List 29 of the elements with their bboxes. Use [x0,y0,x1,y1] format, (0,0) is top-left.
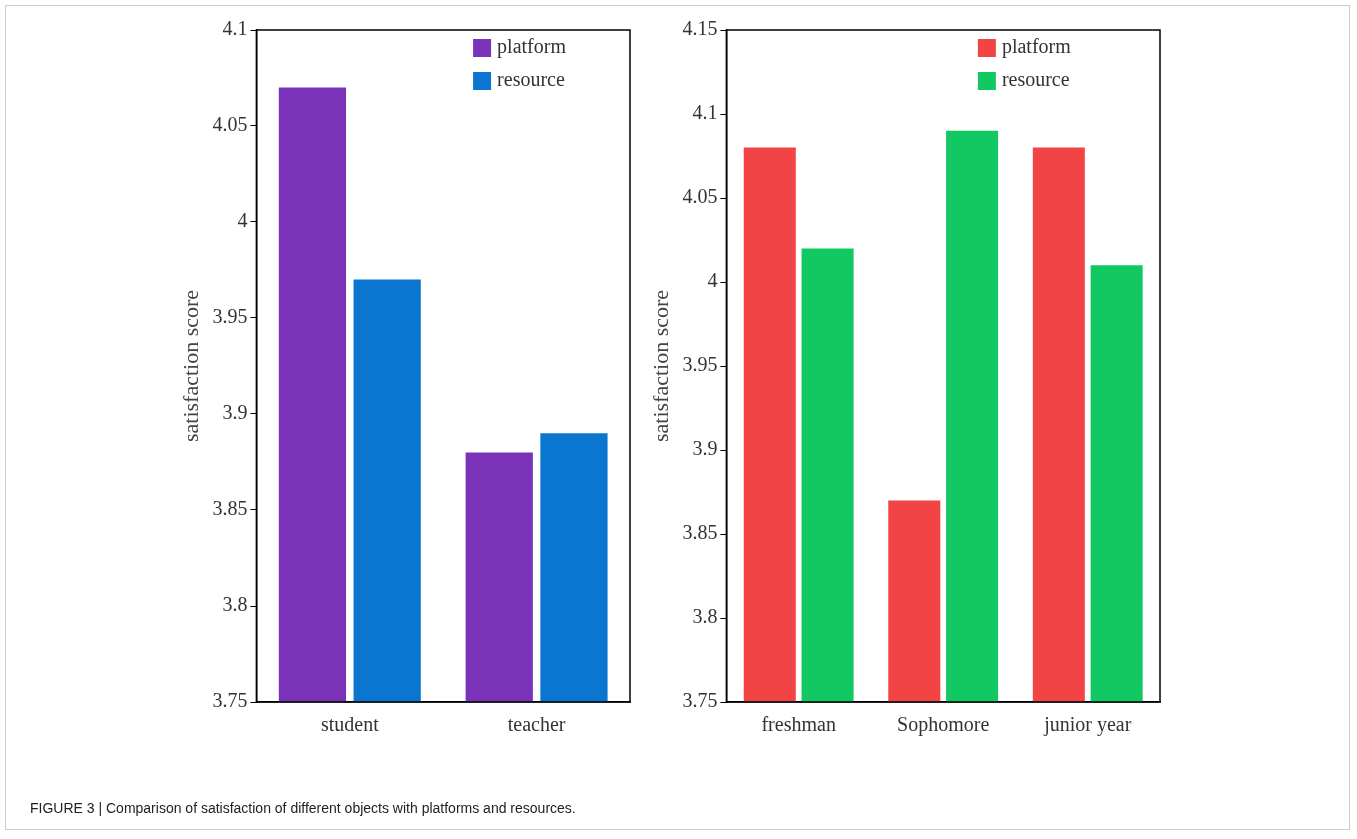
y-axis-title: satisfaction score [647,289,673,443]
y-tick-label: 4.1 [692,101,718,124]
x-tick-label: freshman [761,713,836,736]
y-tick-label: 3.8 [222,593,248,616]
y-tick-label: 3.85 [682,521,718,544]
y-tick-label: 3.95 [682,353,718,376]
y-tick-label: 3.75 [682,689,718,712]
legend-label: platform [497,35,567,59]
y-tick-label: 3.95 [212,305,248,328]
y-tick-label: 4 [707,269,718,292]
legend-label: resource [497,68,565,91]
y-tick-label: 4.05 [212,113,248,136]
x-tick-label: junior year [1043,713,1132,737]
y-tick-label: 3.9 [692,437,718,460]
x-tick-label: student [320,713,380,736]
legend-label: resource [1001,68,1070,91]
y-tick-label: 3.8 [692,605,718,628]
y-tick-label: 4 [237,209,248,232]
y-tick-label: 4.05 [682,185,718,208]
y-tick-label: 3.9 [222,401,248,424]
caption: FIGURE 3 | Comparison of satisfaction of different objects with platforms and resources. [30,800,576,816]
legend-label: platform [1001,35,1072,59]
x-tick-label: Sophomore [897,713,990,737]
y-tick-label: 4.1 [222,17,248,40]
x-tick-label: teacher [507,713,566,736]
y-tick-label: 3.75 [212,689,248,712]
y-axis-title: satisfaction score [177,289,203,443]
y-tick-label: 3.85 [212,497,248,520]
y-tick-label: 4.15 [682,17,718,40]
